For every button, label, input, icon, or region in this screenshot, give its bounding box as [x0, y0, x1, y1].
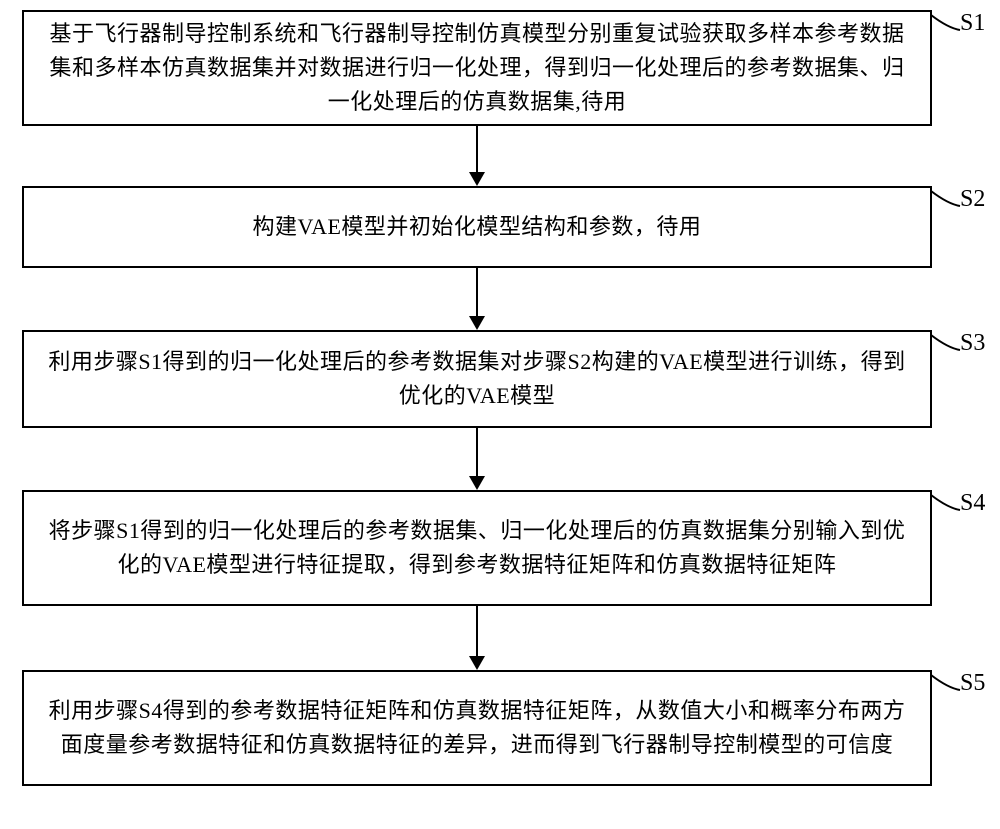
- step-label-s5: S5: [960, 670, 985, 697]
- step-text: 构建VAE模型并初始化模型结构和参数，待用: [253, 210, 702, 244]
- arrow-head-icon: [469, 656, 485, 670]
- arrow-head-icon: [469, 172, 485, 186]
- step-box-s2: 构建VAE模型并初始化模型结构和参数，待用: [22, 186, 932, 268]
- step-text: 将步骤S1得到的归一化处理后的参考数据集、归一化处理后的仿真数据集分别输入到优化…: [44, 514, 910, 582]
- step-text: 利用步骤S1得到的归一化处理后的参考数据集对步骤S2构建的VAE模型进行训练，得…: [44, 345, 910, 413]
- leader-line: [929, 493, 962, 512]
- step-text: 利用步骤S4得到的参考数据特征矩阵和仿真数据特征矩阵，从数值大小和概率分布两方面…: [44, 694, 910, 762]
- step-box-s1: 基于飞行器制导控制系统和飞行器制导控制仿真模型分别重复试验获取多样本参考数据集和…: [22, 10, 932, 126]
- leader-line: [929, 189, 962, 208]
- step-label-s2: S2: [960, 186, 985, 213]
- step-text: 基于飞行器制导控制系统和飞行器制导控制仿真模型分别重复试验获取多样本参考数据集和…: [44, 17, 910, 119]
- flowchart-canvas: 基于飞行器制导控制系统和飞行器制导控制仿真模型分别重复试验获取多样本参考数据集和…: [0, 0, 1000, 829]
- step-label-s1: S1: [960, 10, 985, 37]
- connector-s3-s4: [476, 428, 478, 476]
- leader-line: [929, 673, 962, 692]
- step-label-s4: S4: [960, 490, 985, 517]
- connector-s4-s5: [476, 606, 478, 656]
- step-box-s3: 利用步骤S1得到的归一化处理后的参考数据集对步骤S2构建的VAE模型进行训练，得…: [22, 330, 932, 428]
- connector-s2-s3: [476, 268, 478, 316]
- step-box-s5: 利用步骤S4得到的参考数据特征矩阵和仿真数据特征矩阵，从数值大小和概率分布两方面…: [22, 670, 932, 786]
- arrow-head-icon: [469, 316, 485, 330]
- leader-line: [929, 333, 962, 352]
- connector-s1-s2: [476, 126, 478, 172]
- step-label-s3: S3: [960, 330, 985, 357]
- arrow-head-icon: [469, 476, 485, 490]
- leader-line: [929, 13, 962, 32]
- step-box-s4: 将步骤S1得到的归一化处理后的参考数据集、归一化处理后的仿真数据集分别输入到优化…: [22, 490, 932, 606]
